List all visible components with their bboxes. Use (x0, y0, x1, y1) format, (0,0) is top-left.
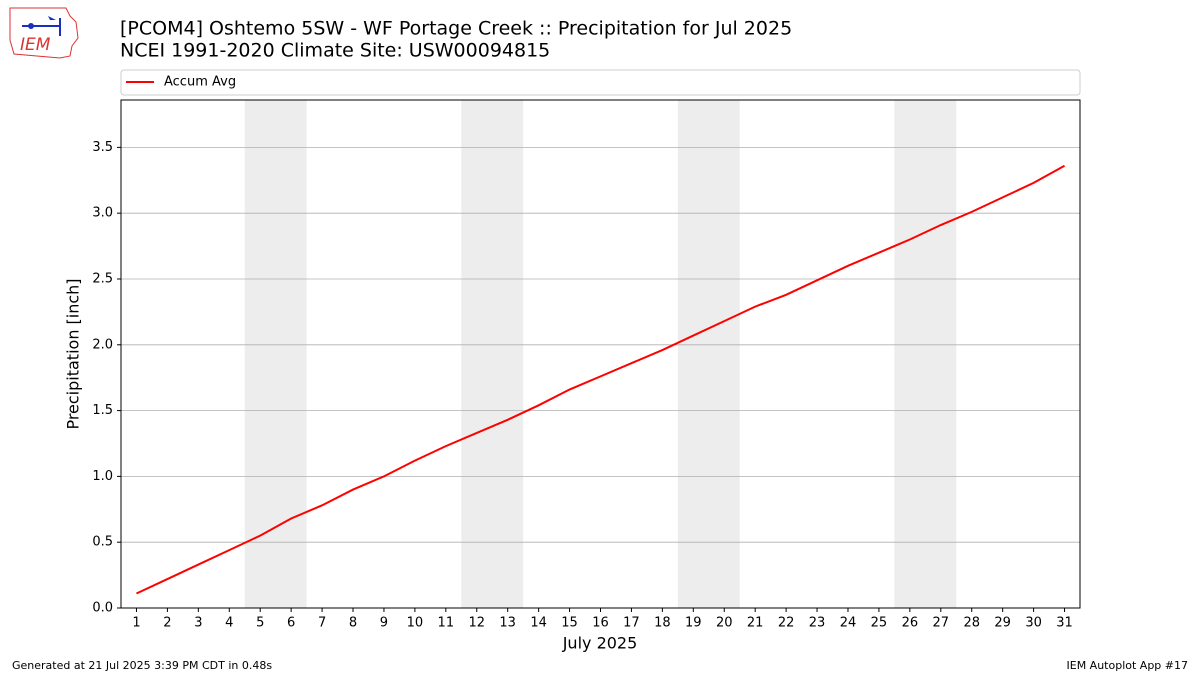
x-tick-label: 6 (287, 616, 295, 631)
y-tick-label: 2.5 (92, 271, 113, 286)
x-tick-label: 20 (716, 616, 733, 631)
weekend-band (461, 100, 524, 608)
x-tick-label: 30 (1025, 616, 1042, 631)
x-tick-label: 17 (623, 616, 640, 631)
y-tick-label: 1.5 (92, 403, 113, 418)
x-tick-label: 26 (902, 616, 919, 631)
x-tick-label: 1 (132, 616, 140, 631)
y-axis-title: Precipitation [inch] (64, 278, 83, 429)
x-tick-label: 28 (963, 616, 980, 631)
x-tick-label: 25 (871, 616, 888, 631)
x-tick-label: 14 (530, 616, 547, 631)
y-tick-label: 3.5 (92, 140, 113, 155)
x-tick-label: 12 (468, 616, 485, 631)
plot-frame (120, 99, 1081, 609)
x-tick-label: 29 (994, 616, 1011, 631)
x-tick-label: 10 (407, 616, 424, 631)
x-tick-label: 24 (840, 616, 857, 631)
y-tick-label: 0.0 (92, 601, 113, 616)
y-tick-label: 1.0 (92, 469, 113, 484)
x-tick-label: 13 (499, 616, 516, 631)
x-tick-label: 16 (592, 616, 609, 631)
x-tick-label: 8 (349, 616, 357, 631)
x-tick-label: 4 (225, 616, 233, 631)
logo-text: IEM (20, 35, 51, 55)
chart-title: [PCOM4] Oshtemo 5SW - WF Portage Creek :… (120, 18, 792, 40)
weekend-band (244, 100, 307, 608)
x-tick-label: 23 (809, 616, 826, 631)
weekend-band (677, 100, 740, 608)
x-tick-label: 2 (163, 616, 171, 631)
weekend-band (894, 100, 957, 608)
x-tick-label: 3 (194, 616, 202, 631)
footer-left: Generated at 21 Jul 2025 3:39 PM CDT in … (12, 659, 272, 672)
x-tick-label: 21 (747, 616, 764, 631)
logo: IEM (9, 7, 79, 59)
x-tick-label: 9 (380, 616, 388, 631)
x-tick-label: 22 (778, 616, 795, 631)
chart-subtitle: NCEI 1991-2020 Climate Site: USW00094815 (120, 40, 550, 62)
x-tick-label: 31 (1056, 616, 1073, 631)
series-line (136, 164, 1066, 595)
footer-right: IEM Autoplot App #17 (1067, 659, 1189, 672)
legend (120, 69, 1081, 96)
x-tick-label: 5 (256, 616, 264, 631)
x-tick-label: 11 (438, 616, 455, 631)
x-tick-label: 7 (318, 616, 326, 631)
x-tick-label: 19 (685, 616, 702, 631)
legend-label: Accum Avg (164, 75, 236, 90)
x-tick-label: 15 (561, 616, 578, 631)
x-axis-title: July 2025 (562, 634, 638, 653)
x-tick-label: 27 (933, 616, 950, 631)
x-tick-label: 18 (654, 616, 671, 631)
y-tick-label: 3.0 (92, 206, 113, 221)
y-tick-label: 0.5 (92, 535, 113, 550)
y-tick-label: 2.0 (92, 337, 113, 352)
